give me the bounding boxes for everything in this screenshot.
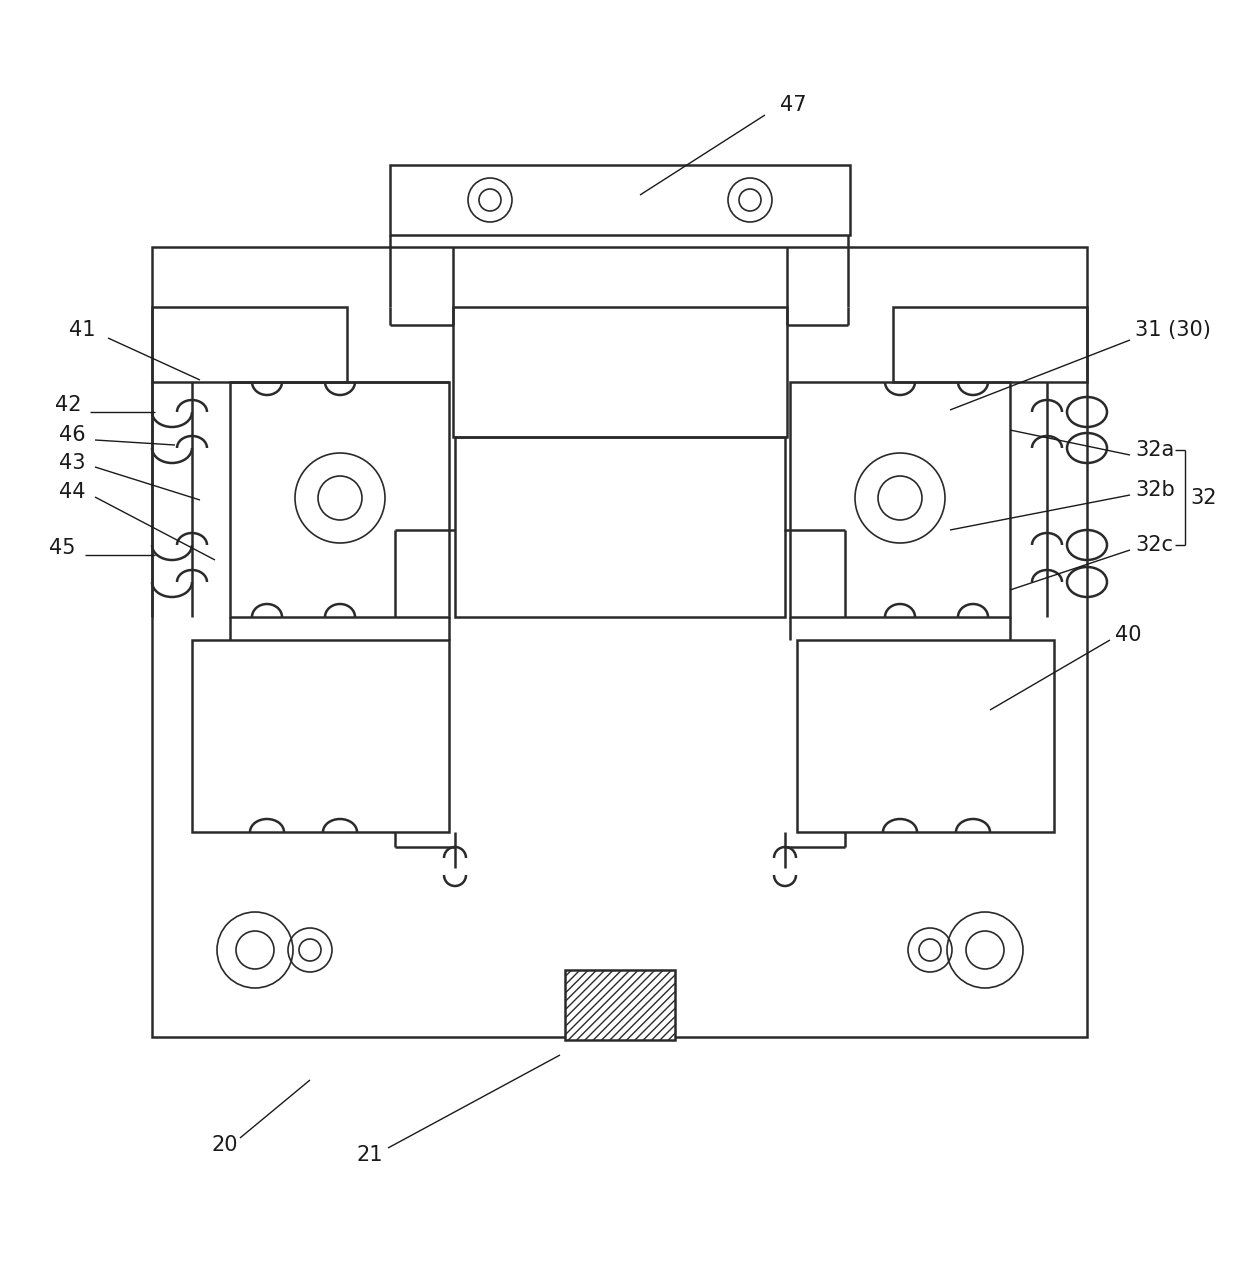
Text: 43: 43 [58,453,86,473]
Text: 32b: 32b [1135,480,1174,500]
Bar [455,437,785,617]
Text: 44: 44 [58,482,86,503]
Bar [153,307,347,382]
Text: 31 (30): 31 (30) [1135,320,1211,340]
Text: 46: 46 [58,425,86,445]
Bar [391,165,849,235]
Bar [192,640,449,832]
Bar [229,382,449,617]
Text: 42: 42 [55,395,82,415]
Bar [153,247,1087,1037]
Text: 21: 21 [357,1145,383,1165]
Text: 45: 45 [48,538,76,558]
Text: 41: 41 [68,320,95,340]
Text: 32: 32 [1190,489,1216,508]
Text: 40: 40 [1115,626,1142,645]
Text: 20: 20 [212,1134,238,1155]
Bar [453,307,787,437]
Bar [565,970,675,1041]
Bar [790,382,1011,617]
Bar [893,307,1087,382]
Text: 47: 47 [780,95,806,115]
Text: 32c: 32c [1135,536,1173,555]
Text: 32a: 32a [1135,440,1174,459]
Bar [797,640,1054,832]
